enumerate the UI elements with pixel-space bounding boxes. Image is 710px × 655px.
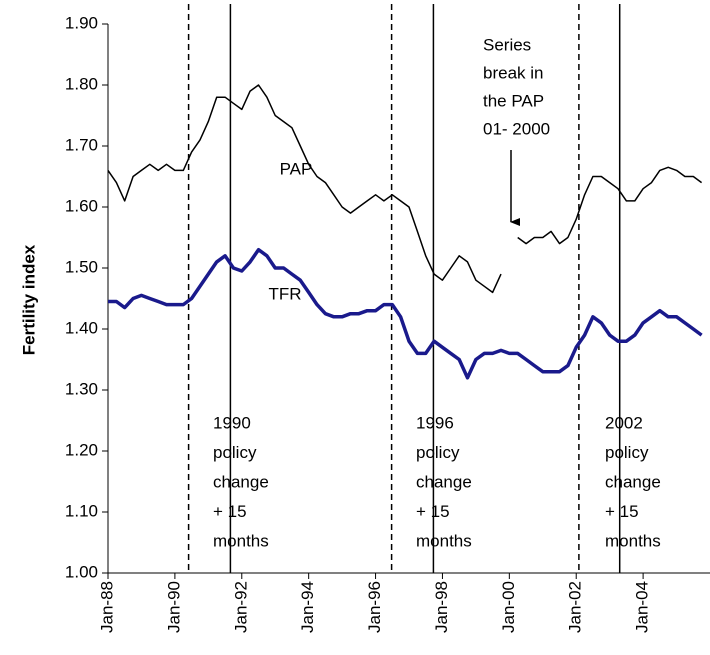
annotation: + 15 (213, 502, 247, 521)
y-tick-label: 1.10 (65, 501, 98, 520)
y-tick-label: 1.80 (65, 74, 98, 93)
annotation: policy (416, 443, 460, 462)
series-label: PAP (280, 159, 313, 178)
x-tick-label: Jan-00 (499, 581, 518, 633)
annotation: 01- 2000 (483, 119, 550, 138)
y-tick-label: 1.50 (65, 257, 98, 276)
annotation: change (605, 472, 661, 491)
annotation: 2002 (605, 413, 643, 432)
annotation: + 15 (416, 502, 450, 521)
x-tick-label: Jan-88 (97, 581, 116, 633)
y-tick-label: 1.60 (65, 196, 98, 215)
x-tick-label: Jan-90 (164, 581, 183, 633)
x-tick-label: Jan-04 (633, 581, 652, 633)
annotation: change (213, 472, 269, 491)
x-tick-label: Jan-02 (566, 581, 585, 633)
y-tick-label: 1.00 (65, 562, 98, 581)
series-label: TFR (268, 284, 301, 303)
y-tick-label: 1.20 (65, 440, 98, 459)
y-tick-label: 1.90 (65, 13, 98, 32)
y-tick-label: 1.30 (65, 379, 98, 398)
y-axis-label: Fertility index (19, 244, 38, 355)
y-tick-label: 1.40 (65, 318, 98, 337)
annotation: policy (213, 443, 257, 462)
x-tick-label: Jan-94 (298, 581, 317, 633)
annotation: break in (483, 63, 543, 82)
x-tick-label: Jan-96 (365, 581, 384, 633)
annotation: months (605, 531, 661, 550)
x-tick-label: Jan-98 (432, 581, 451, 633)
annotation: + 15 (605, 502, 639, 521)
annotation: policy (605, 443, 649, 462)
annotation: 1990 (213, 413, 251, 432)
annotation: Series (483, 35, 531, 54)
annotation: change (416, 472, 472, 491)
annotation: months (213, 531, 269, 550)
series-line (108, 247, 703, 380)
annotation: 1996 (416, 413, 454, 432)
y-tick-label: 1.70 (65, 135, 98, 154)
annotation: months (416, 531, 472, 550)
annotation: the PAP (483, 91, 544, 110)
x-tick-label: Jan-92 (231, 581, 250, 633)
series-line (107, 84, 703, 294)
